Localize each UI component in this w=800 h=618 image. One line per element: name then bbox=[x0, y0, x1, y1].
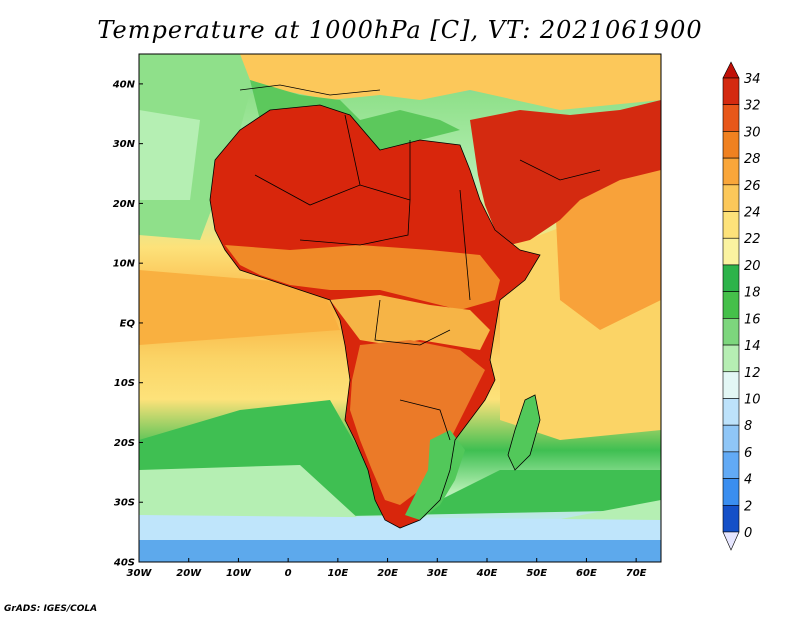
region-land-mediterranean bbox=[250, 80, 460, 150]
colorbar-swatch bbox=[722, 291, 740, 319]
colorbar-label: 8 bbox=[744, 419, 752, 434]
lon-tick-label: 10W bbox=[226, 568, 252, 579]
lon-tick-label: 20W bbox=[176, 568, 202, 579]
colorbar-label: 16 bbox=[744, 312, 761, 327]
colorbar-swatch bbox=[722, 451, 740, 479]
colorbar-swatch bbox=[722, 344, 740, 373]
colorbar-label: 2 bbox=[744, 499, 752, 514]
colorbar-label: 26 bbox=[744, 179, 761, 194]
region-land-arabia bbox=[470, 100, 661, 245]
map-area bbox=[139, 54, 661, 562]
colorbar-label: 6 bbox=[744, 446, 752, 461]
colorbar-swatch bbox=[722, 211, 740, 239]
lon-tick-label: 30E bbox=[427, 568, 448, 579]
colorbar-swatch bbox=[722, 77, 740, 106]
region-ocean-gulf-guinea bbox=[139, 270, 340, 345]
lat-tick-label: 40N bbox=[112, 79, 136, 90]
lon-tick-label: 70E bbox=[626, 568, 647, 579]
region-land-europe bbox=[240, 54, 661, 110]
colorbar-label: 34 bbox=[744, 72, 761, 87]
colorbar-label: 30 bbox=[744, 125, 761, 140]
colorbar-label: 0 bbox=[744, 526, 752, 541]
colorbar-label: 12 bbox=[744, 366, 761, 381]
region-land-south-africa bbox=[350, 340, 485, 505]
colorbar-bottom-arrow bbox=[722, 531, 740, 551]
colorbar-label: 20 bbox=[744, 259, 761, 274]
lat-tick-label: 30S bbox=[114, 498, 135, 509]
lon-tick-label: 60E bbox=[576, 568, 597, 579]
lon-tick-label: 20E bbox=[377, 568, 398, 579]
region-ocean-atlantic-north-2 bbox=[139, 110, 200, 200]
lat-tick-label: 10N bbox=[113, 259, 136, 270]
lon-tick-label: 0 bbox=[285, 568, 292, 579]
lat-tick-label: 20S bbox=[114, 438, 135, 449]
colorbar-swatch bbox=[722, 424, 740, 453]
colorbar-label: 32 bbox=[744, 99, 761, 114]
borders bbox=[209, 84, 601, 529]
region-land-madagascar bbox=[508, 395, 540, 470]
lon-tick-label: 40E bbox=[476, 568, 498, 579]
region-ocean-arabian bbox=[555, 160, 661, 330]
lon-tick-label: 30W bbox=[127, 568, 153, 579]
colorbar-label: 14 bbox=[744, 339, 761, 354]
colorbar-top-arrow bbox=[722, 61, 740, 79]
colorbar-label: 4 bbox=[744, 473, 752, 488]
map-title: Temperature at 1000hPa [C], VT: 20210619… bbox=[97, 16, 703, 44]
colorbar-swatch bbox=[722, 318, 740, 346]
region-ocean-south-cold bbox=[139, 515, 661, 545]
colorbar-label: 18 bbox=[744, 286, 761, 301]
colorbar-swatch bbox=[722, 237, 740, 266]
lat-tick-label: EQ bbox=[120, 318, 136, 329]
colorbar-swatch bbox=[722, 157, 740, 186]
credit-label: GrADS: IGES/COLA bbox=[4, 604, 98, 614]
lat-axis: 40N 30N 20N 10N EQ 10S 20S 30S 40S bbox=[112, 79, 143, 569]
lon-axis: 30W 20W 10W 0 10E 20E 30E 40E 50E 60E 70E bbox=[127, 558, 647, 579]
colorbar-swatch bbox=[722, 184, 740, 212]
colorbar-swatch bbox=[722, 371, 740, 399]
region-ocean-south-far bbox=[139, 540, 661, 562]
lon-tick-label: 10E bbox=[327, 568, 348, 579]
region-land-central-africa bbox=[330, 295, 490, 350]
colorbar-swatch bbox=[722, 478, 740, 506]
region-land-south-africa-green bbox=[405, 430, 465, 520]
lon-tick-label: 50E bbox=[526, 568, 547, 579]
colorbar-swatch bbox=[722, 131, 740, 159]
lat-tick-label: 20N bbox=[113, 199, 136, 210]
colorbar-swatch bbox=[722, 504, 740, 533]
colorbar-swatch bbox=[722, 104, 740, 132]
lat-tick-label: 40S bbox=[113, 558, 135, 569]
lat-tick-label: 10S bbox=[114, 378, 135, 389]
lat-tick-label: 30N bbox=[113, 139, 136, 150]
colorbar-label: 22 bbox=[744, 232, 761, 247]
colorbar-swatch bbox=[722, 398, 740, 426]
map-frame bbox=[138, 53, 662, 563]
region-land-sahel bbox=[225, 245, 500, 310]
colorbar-label: 10 bbox=[744, 392, 761, 407]
colorbar-label: 28 bbox=[744, 152, 761, 167]
colorbar-label: 24 bbox=[744, 206, 761, 221]
colorbar-swatch bbox=[722, 264, 740, 292]
